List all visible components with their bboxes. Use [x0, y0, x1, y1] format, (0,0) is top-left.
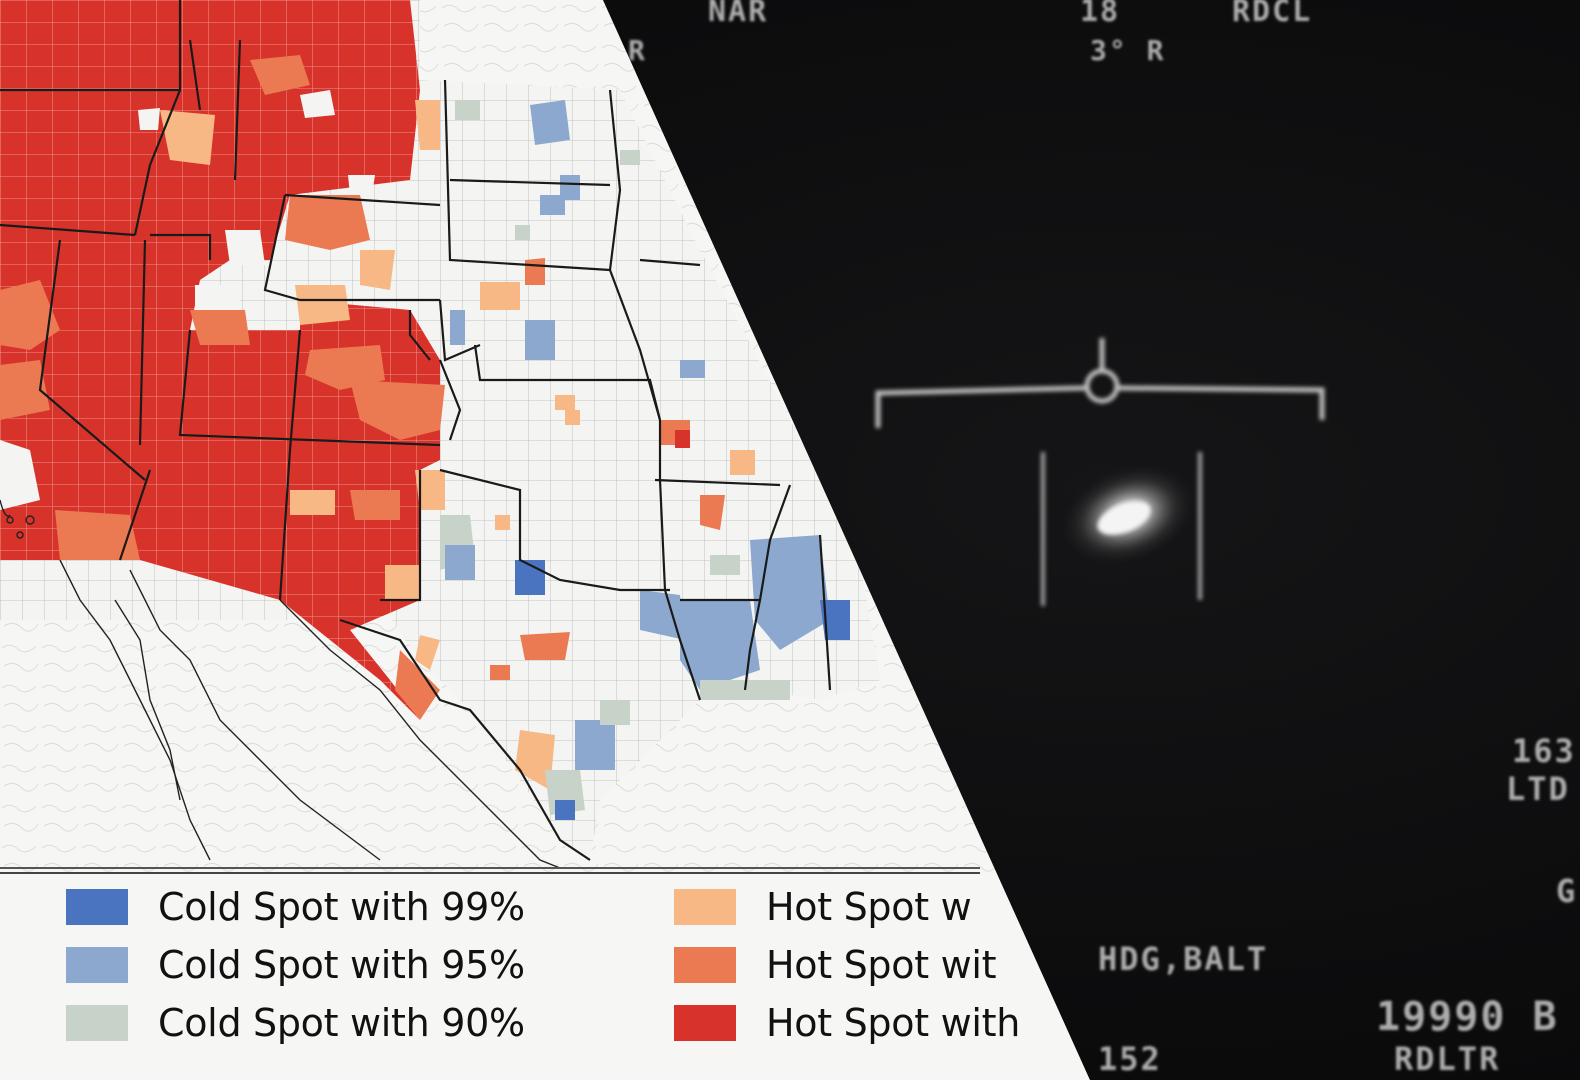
- legend-item-cold-99: Cold Spot with 99%: [66, 885, 525, 929]
- coastline: [0, 499, 561, 869]
- legend-swatch-hot-99: [674, 1005, 736, 1041]
- hud-lower-right-text: RDLTR: [1394, 1040, 1501, 1078]
- hud-mode-text: HDG,BALT: [1098, 940, 1269, 978]
- legend-divider: [0, 872, 980, 874]
- legend-swatch-hot-95: [674, 947, 736, 983]
- hud-top-right-text: RDCL: [1232, 0, 1313, 29]
- legend-label-cold-99: Cold Spot with 99%: [158, 885, 525, 929]
- hud-right-lower-text: G: [1556, 872, 1578, 910]
- legend-label-hot-95: Hot Spot wit: [766, 943, 997, 987]
- state-borders: [0, 0, 832, 861]
- legend-item-cold-95: Cold Spot with 95%: [66, 943, 525, 987]
- legend-label-hot-99: Hot Spot with: [766, 1001, 1020, 1045]
- hud-bearing-text: 3° R: [1090, 34, 1166, 67]
- legend-label-hot-90: Hot Spot w: [766, 885, 972, 929]
- legend-item-hot-95: Hot Spot wit: [674, 943, 997, 987]
- unidentified-object-core: [1097, 501, 1151, 535]
- non-significant-gaps: [0, 90, 375, 510]
- legend-swatch-cold-90: [66, 1005, 128, 1041]
- hud-top-mid-text: 18: [1080, 0, 1121, 29]
- hud-top-left-text: NAR: [708, 0, 769, 29]
- legend-label-cold-90: Cold Spot with 90%: [158, 1001, 525, 1045]
- legend-swatch-cold-99: [66, 889, 128, 925]
- target-track-brackets: [1041, 452, 1202, 606]
- hud-right-mid-text-1: 163: [1512, 732, 1576, 770]
- legend-label-cold-95: Cold Spot with 95%: [158, 943, 525, 987]
- hud-altitude-text: 19990 B: [1376, 994, 1559, 1040]
- hot-spot-patches: [0, 55, 755, 790]
- legend-item-hot-90: Hot Spot w: [674, 885, 972, 929]
- legend-swatch-cold-95: [66, 947, 128, 983]
- aircraft-horizon-symbol: [875, 338, 1325, 428]
- legend-item-hot-99: Hot Spot with: [674, 1001, 1020, 1045]
- legend-item-cold-90: Cold Spot with 90%: [66, 1001, 525, 1045]
- cold-spot-patches: [440, 100, 850, 820]
- hud-left-edge-text: R: [628, 34, 647, 67]
- legend-swatch-hot-90: [674, 889, 736, 925]
- hud-right-mid-text-2: LTD: [1506, 770, 1570, 808]
- hud-bottom-text: 152: [1098, 1040, 1162, 1078]
